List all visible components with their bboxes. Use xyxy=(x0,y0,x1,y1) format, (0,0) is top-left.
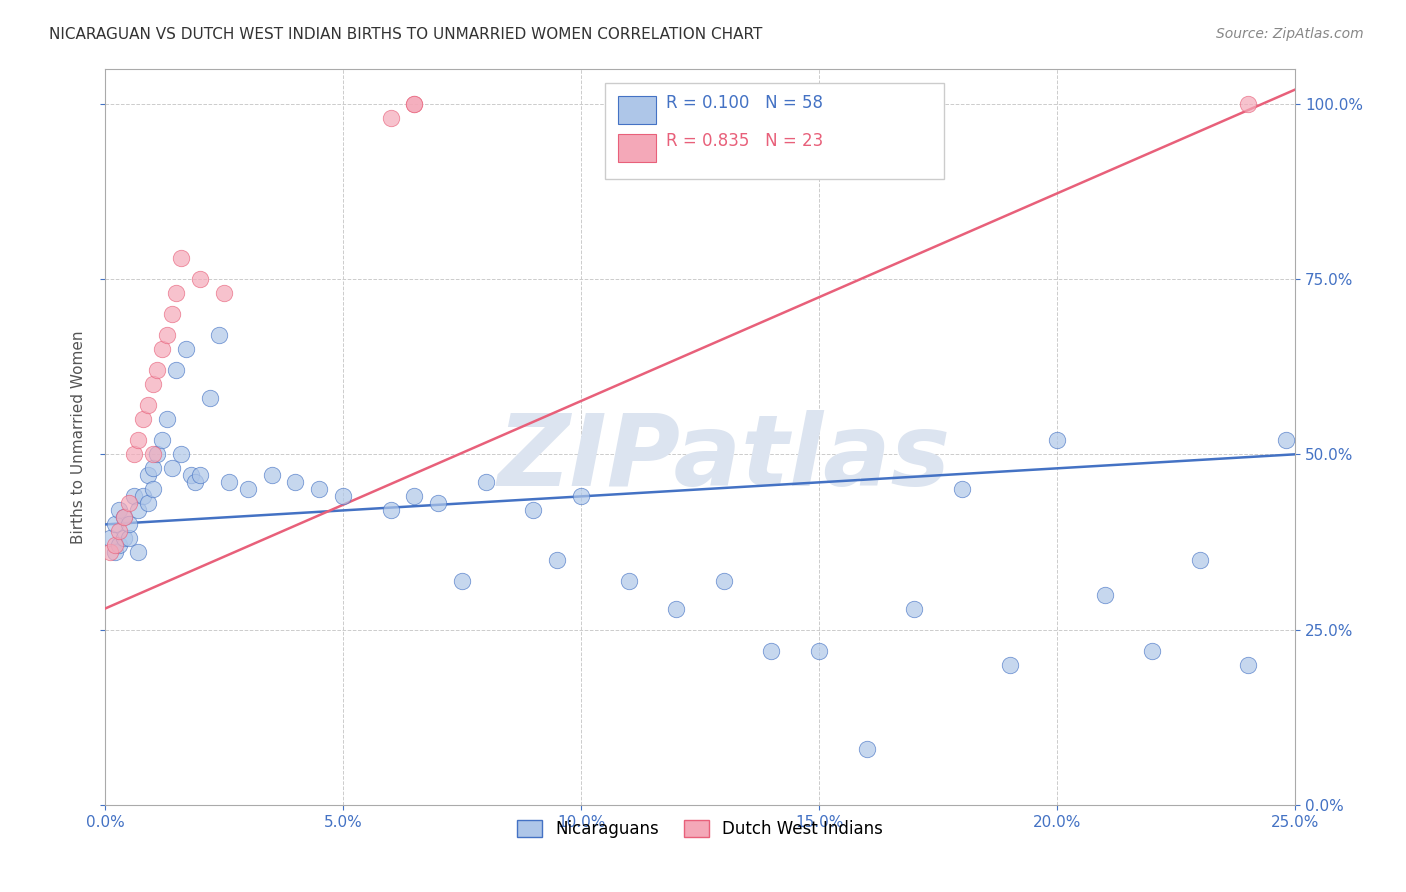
Point xyxy=(132,412,155,426)
Point xyxy=(142,377,165,392)
Point xyxy=(170,447,193,461)
Point xyxy=(108,503,131,517)
Point xyxy=(188,468,211,483)
Text: R = 0.100   N = 58: R = 0.100 N = 58 xyxy=(665,95,823,112)
Point xyxy=(208,328,231,343)
Point xyxy=(122,489,145,503)
Point xyxy=(142,461,165,475)
Point xyxy=(112,532,135,546)
Point xyxy=(569,489,592,503)
Point xyxy=(170,251,193,265)
Point xyxy=(180,468,202,483)
FancyBboxPatch shape xyxy=(619,134,657,162)
Point xyxy=(118,496,141,510)
Point xyxy=(160,461,183,475)
Point xyxy=(160,307,183,321)
Point xyxy=(142,483,165,497)
Point xyxy=(108,524,131,539)
Point xyxy=(132,489,155,503)
Point xyxy=(713,574,735,588)
Point xyxy=(665,601,688,615)
Point xyxy=(1046,434,1069,448)
Point xyxy=(380,111,402,125)
Point xyxy=(103,517,125,532)
Point xyxy=(136,398,159,412)
Text: Source: ZipAtlas.com: Source: ZipAtlas.com xyxy=(1216,27,1364,41)
Point xyxy=(188,272,211,286)
Point xyxy=(546,552,568,566)
Point xyxy=(284,475,307,490)
Point xyxy=(761,643,783,657)
Point xyxy=(156,412,179,426)
Point xyxy=(112,510,135,524)
Point xyxy=(103,539,125,553)
Point xyxy=(1274,434,1296,448)
Point xyxy=(98,545,121,559)
Point xyxy=(150,342,173,356)
FancyBboxPatch shape xyxy=(605,83,943,179)
Point xyxy=(212,285,235,300)
Point xyxy=(98,532,121,546)
Point xyxy=(451,574,474,588)
Point xyxy=(146,363,169,377)
Point xyxy=(136,468,159,483)
Point xyxy=(127,545,149,559)
Point xyxy=(127,503,149,517)
Point xyxy=(118,532,141,546)
Point xyxy=(103,545,125,559)
Text: NICARAGUAN VS DUTCH WEST INDIAN BIRTHS TO UNMARRIED WOMEN CORRELATION CHART: NICARAGUAN VS DUTCH WEST INDIAN BIRTHS T… xyxy=(49,27,762,42)
Point xyxy=(236,483,259,497)
Point xyxy=(903,601,925,615)
Point xyxy=(165,363,187,377)
Point xyxy=(475,475,498,490)
Point xyxy=(404,96,426,111)
Point xyxy=(108,539,131,553)
Point xyxy=(165,285,187,300)
Point xyxy=(1142,643,1164,657)
Point xyxy=(404,489,426,503)
Point xyxy=(260,468,283,483)
Point xyxy=(617,574,640,588)
Y-axis label: Births to Unmarried Women: Births to Unmarried Women xyxy=(72,330,86,543)
Point xyxy=(174,342,197,356)
Point xyxy=(404,96,426,111)
Text: ZIPatlas: ZIPatlas xyxy=(498,410,950,508)
Point xyxy=(1188,552,1211,566)
Point xyxy=(522,503,544,517)
Point xyxy=(1094,588,1116,602)
Point xyxy=(112,510,135,524)
Point xyxy=(332,489,354,503)
FancyBboxPatch shape xyxy=(619,95,657,124)
Point xyxy=(127,434,149,448)
Point xyxy=(308,483,330,497)
Point xyxy=(156,328,179,343)
Point xyxy=(998,657,1021,672)
Point xyxy=(136,496,159,510)
Point xyxy=(150,434,173,448)
Point xyxy=(142,447,165,461)
Point xyxy=(122,447,145,461)
Point xyxy=(146,447,169,461)
Point xyxy=(380,503,402,517)
Point xyxy=(427,496,450,510)
Point xyxy=(855,742,877,756)
Point xyxy=(118,517,141,532)
Point xyxy=(198,391,221,405)
Point xyxy=(218,475,240,490)
Point xyxy=(808,643,831,657)
Legend: Nicaraguans, Dutch West Indians: Nicaraguans, Dutch West Indians xyxy=(510,813,890,845)
Point xyxy=(184,475,207,490)
Point xyxy=(1236,657,1258,672)
Point xyxy=(950,483,973,497)
Point xyxy=(1236,96,1258,111)
Text: R = 0.835   N = 23: R = 0.835 N = 23 xyxy=(665,132,823,150)
